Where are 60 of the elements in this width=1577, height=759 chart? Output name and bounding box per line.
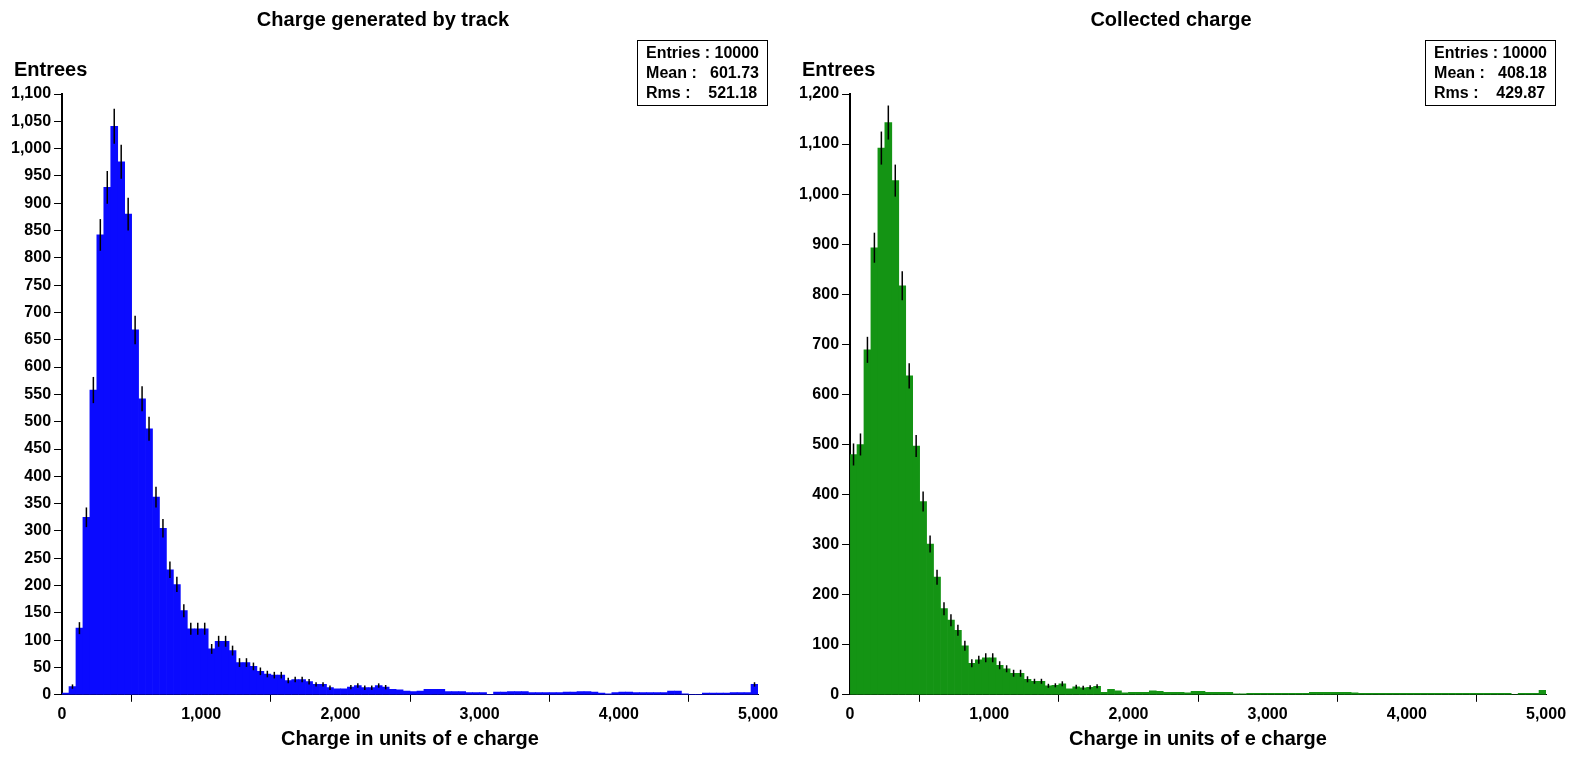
y-tick-label: 100 xyxy=(24,630,52,648)
y-tick-label: 450 xyxy=(24,439,52,457)
y-tick-label: 1,000 xyxy=(798,184,840,202)
y-tick-label: 0 xyxy=(830,685,840,703)
text: Mean : 601.73 xyxy=(646,64,759,81)
y-tick-label: 50 xyxy=(33,657,52,675)
x-tick-label: 0 xyxy=(845,704,855,722)
y-axis-title: Entrees xyxy=(802,57,876,80)
text: Mean : 408.18 xyxy=(1434,64,1547,81)
text: Entries : 10000 xyxy=(646,44,759,61)
y-tick-label: 1,000 xyxy=(10,139,52,157)
y-tick-label: 600 xyxy=(24,357,52,375)
x-tick-label: 4,000 xyxy=(598,704,639,722)
y-tick-label: 900 xyxy=(812,234,840,252)
y-tick-label: 800 xyxy=(24,248,52,266)
y-axis-title: Entrees xyxy=(14,57,88,80)
y-tick-label: 400 xyxy=(24,466,52,484)
x-tick-label: 1,000 xyxy=(181,704,222,722)
y-tick-label: 750 xyxy=(24,275,52,293)
x-tick-label: 1,000 xyxy=(969,704,1010,722)
x-tick-label: 5,000 xyxy=(737,704,779,722)
annotation: Rms : 521.18 xyxy=(646,84,758,101)
chart-title: Charge generated by track xyxy=(256,7,511,30)
y-tick-label: 1,100 xyxy=(10,84,52,102)
y-tick-label: 550 xyxy=(24,384,52,402)
y-tick-label: 1,100 xyxy=(798,134,840,152)
y-tick-label: 700 xyxy=(24,302,52,320)
y-tick-label: 350 xyxy=(24,494,52,512)
y-tick-label: 200 xyxy=(812,585,840,603)
y-tick-label: 1,200 xyxy=(798,84,840,102)
annotation: Rms : 429.87 xyxy=(1434,84,1546,101)
y-tick-label: 400 xyxy=(812,484,840,502)
x-axis-title: Charge in units of e charge xyxy=(281,726,539,749)
y-tick-label: 900 xyxy=(24,193,52,211)
y-tick-label: 250 xyxy=(24,548,52,566)
x-tick-label: 3,000 xyxy=(459,704,500,722)
chart-title: Collected charge xyxy=(1090,7,1252,30)
x-tick-label: 2,000 xyxy=(320,704,361,722)
y-tick-label: 500 xyxy=(812,434,840,452)
y-tick-label: 1,050 xyxy=(10,111,52,129)
x-tick-label: 2,000 xyxy=(1108,704,1149,722)
x-tick-label: 4,000 xyxy=(1386,704,1427,722)
y-tick-label: 300 xyxy=(812,535,840,553)
y-tick-label: 300 xyxy=(24,521,52,539)
y-tick-label: 600 xyxy=(812,384,840,402)
x-tick-label: 0 xyxy=(57,704,67,722)
y-tick-label: 650 xyxy=(24,330,52,348)
text: Entries : 10000 xyxy=(1434,44,1547,61)
y-tick-label: 150 xyxy=(24,603,52,621)
y-tick-label: 950 xyxy=(24,166,52,184)
x-tick-label: 3,000 xyxy=(1247,704,1288,722)
x-tick-label: 5,000 xyxy=(1525,704,1567,722)
x-axis-title: Charge in units of e charge xyxy=(1069,726,1327,749)
y-tick-label: 700 xyxy=(812,334,840,352)
y-tick-label: 100 xyxy=(812,635,840,653)
y-tick-label: 200 xyxy=(24,575,52,593)
y-tick-label: 500 xyxy=(24,412,52,430)
y-tick-label: 0 xyxy=(42,685,52,703)
y-tick-label: 800 xyxy=(812,284,840,302)
y-tick-label: 850 xyxy=(24,220,52,238)
